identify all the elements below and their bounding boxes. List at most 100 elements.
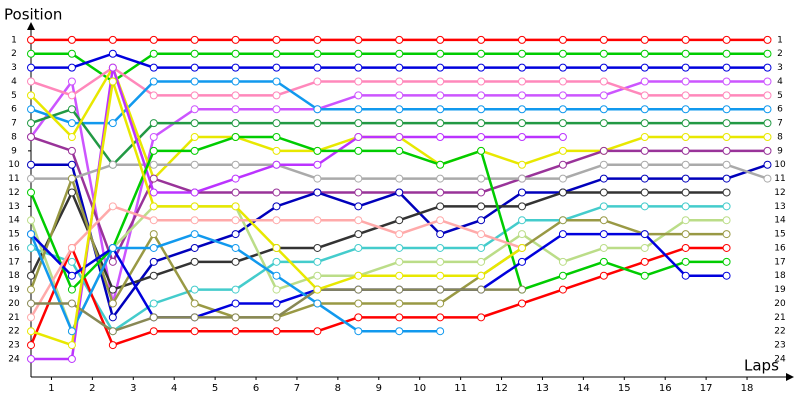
x-tick-label: 7 bbox=[294, 383, 300, 394]
point bbox=[722, 49, 731, 58]
point bbox=[354, 49, 363, 58]
point bbox=[640, 174, 649, 183]
point bbox=[272, 35, 281, 44]
point bbox=[558, 119, 567, 128]
point bbox=[763, 91, 772, 100]
point bbox=[313, 146, 322, 155]
point bbox=[190, 91, 199, 100]
point bbox=[354, 132, 363, 141]
point bbox=[108, 327, 117, 336]
point bbox=[395, 146, 404, 155]
point bbox=[599, 77, 608, 86]
point bbox=[190, 35, 199, 44]
x-axis-title: Laps bbox=[744, 357, 779, 375]
point bbox=[599, 160, 608, 169]
y-tick-label: 9 bbox=[11, 146, 17, 156]
point bbox=[27, 35, 35, 44]
y-tick-label: 11 bbox=[8, 174, 19, 184]
x-axis-arrow bbox=[786, 373, 794, 381]
point bbox=[681, 243, 690, 252]
x-tick-label: 2 bbox=[89, 383, 95, 394]
series-line bbox=[29, 174, 727, 319]
point bbox=[313, 285, 322, 294]
y-tick-label: 21 bbox=[8, 313, 19, 323]
point bbox=[190, 63, 199, 72]
point bbox=[640, 35, 649, 44]
y-tick-label-right: 12 bbox=[774, 188, 785, 198]
point bbox=[313, 160, 322, 169]
point bbox=[436, 63, 445, 72]
y-tick-label-right: 15 bbox=[774, 230, 785, 240]
point bbox=[722, 77, 731, 86]
point bbox=[436, 271, 445, 280]
y-tick-label-right: 16 bbox=[774, 243, 786, 253]
point bbox=[108, 49, 117, 58]
y-tick-label-right: 2 bbox=[777, 49, 783, 59]
point bbox=[190, 160, 199, 169]
point bbox=[231, 216, 240, 225]
point bbox=[599, 119, 608, 128]
point bbox=[517, 188, 526, 197]
point bbox=[640, 202, 649, 211]
point bbox=[67, 354, 76, 363]
point bbox=[640, 160, 649, 169]
point bbox=[517, 257, 526, 266]
series-line bbox=[29, 244, 727, 347]
point bbox=[27, 49, 35, 58]
point bbox=[67, 285, 76, 294]
point bbox=[27, 313, 35, 322]
point bbox=[640, 146, 649, 155]
y-tick-label-right: 6 bbox=[777, 105, 783, 115]
point bbox=[231, 49, 240, 58]
point bbox=[517, 49, 526, 58]
y-tick-label: 4 bbox=[11, 77, 17, 87]
x-tick-label: 13 bbox=[536, 383, 549, 394]
point bbox=[395, 132, 404, 141]
point bbox=[640, 63, 649, 72]
point bbox=[395, 230, 404, 239]
point bbox=[395, 105, 404, 114]
point bbox=[436, 119, 445, 128]
point bbox=[231, 35, 240, 44]
point bbox=[558, 105, 567, 114]
point bbox=[67, 327, 76, 336]
point bbox=[231, 63, 240, 72]
point bbox=[272, 243, 281, 252]
y-tick-label-right: 8 bbox=[777, 132, 783, 142]
point bbox=[272, 313, 281, 322]
point bbox=[190, 257, 199, 266]
series-line bbox=[31, 288, 522, 333]
point bbox=[681, 188, 690, 197]
point bbox=[640, 132, 649, 141]
point bbox=[354, 35, 363, 44]
point bbox=[599, 243, 608, 252]
point bbox=[354, 188, 363, 197]
point bbox=[149, 77, 158, 86]
point bbox=[67, 243, 76, 252]
point bbox=[558, 174, 567, 183]
point bbox=[231, 132, 240, 141]
point bbox=[27, 299, 35, 308]
point bbox=[395, 257, 404, 266]
point bbox=[67, 257, 76, 266]
point bbox=[149, 174, 158, 183]
x-tick-label: 15 bbox=[618, 383, 631, 394]
y-tick-label: 18 bbox=[8, 271, 20, 281]
point bbox=[190, 243, 199, 252]
point bbox=[149, 188, 158, 197]
point bbox=[67, 132, 76, 141]
point bbox=[231, 202, 240, 211]
point bbox=[272, 160, 281, 169]
point bbox=[190, 202, 199, 211]
point bbox=[763, 77, 772, 86]
point bbox=[27, 271, 35, 280]
y-tick-label-right: 23 bbox=[774, 341, 785, 351]
y-tick-label-right: 22 bbox=[774, 327, 785, 337]
point bbox=[272, 63, 281, 72]
point bbox=[149, 257, 158, 266]
point bbox=[67, 271, 76, 280]
point bbox=[395, 119, 404, 128]
point bbox=[149, 63, 158, 72]
x-tick-label: 17 bbox=[700, 383, 713, 394]
point bbox=[640, 49, 649, 58]
